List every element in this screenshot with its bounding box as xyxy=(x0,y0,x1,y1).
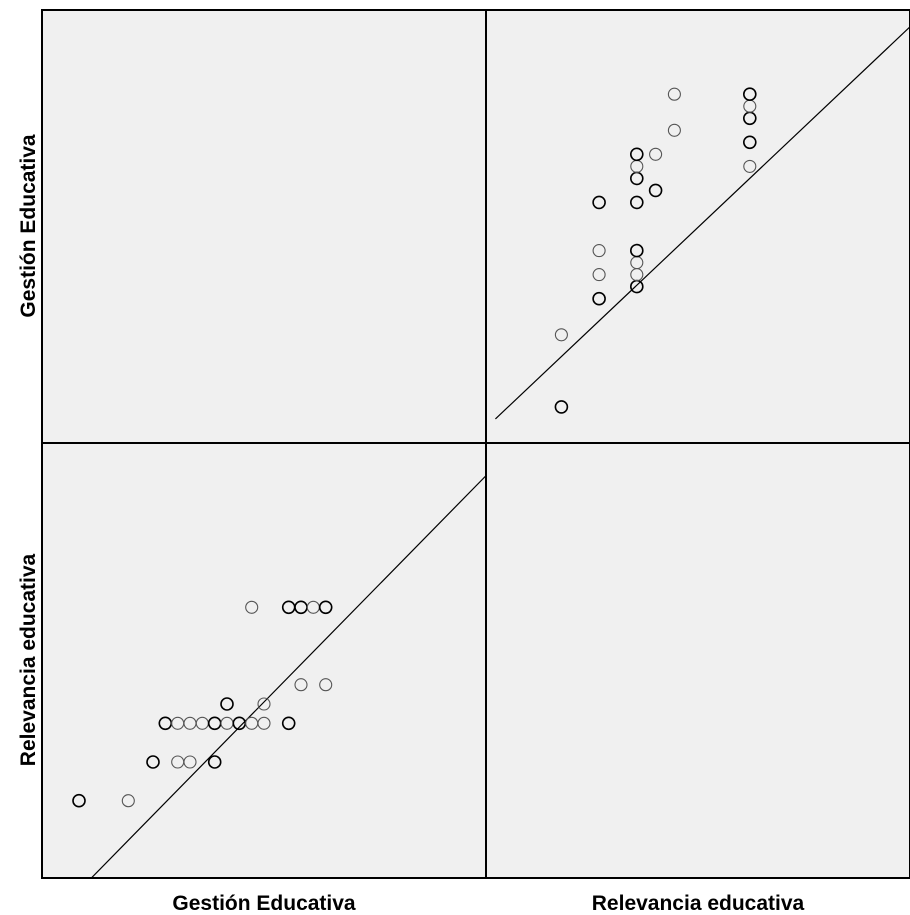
data-point-panel-2-17 xyxy=(220,697,234,711)
column-label-gestion: Gestión Educativa xyxy=(172,892,356,915)
data-point-panel-1-10 xyxy=(629,243,644,258)
data-points xyxy=(72,87,757,808)
data-point-panel-1-6 xyxy=(592,195,606,210)
data-point-panel-1-23 xyxy=(742,87,757,101)
data-point-panel-1-2 xyxy=(554,328,568,342)
data-point-panel-2-15 xyxy=(257,716,271,730)
data-point-panel-2-1 xyxy=(72,793,86,808)
data-point-panel-2-18 xyxy=(257,697,271,711)
data-point-panel-1-3 xyxy=(592,291,606,306)
data-point-panel-1-17 xyxy=(667,123,681,137)
data-point-panel-2-21 xyxy=(245,600,259,614)
data-point-panel-2-16 xyxy=(281,716,296,731)
column-label-relevancia: Relevancia educativa xyxy=(592,892,805,915)
data-point-panel-1-14 xyxy=(629,147,644,162)
data-point-panel-1-16 xyxy=(649,147,663,161)
data-point-panel-1-5 xyxy=(592,244,606,258)
data-point-panel-1-20 xyxy=(742,135,757,150)
data-point-panel-1-4 xyxy=(592,268,606,282)
data-point-panel-2-3 xyxy=(146,755,160,769)
data-point-panel-1-18 xyxy=(667,87,681,101)
data-point-panel-2-5 xyxy=(183,755,197,769)
data-point-panel-1-19 xyxy=(743,159,757,173)
data-point-panel-2-19 xyxy=(294,678,308,692)
data-point-panel-2-2 xyxy=(121,794,135,808)
data-point-panel-2-6 xyxy=(207,755,222,769)
data-point-panel-2-20 xyxy=(319,678,333,692)
data-point-panel-1-1 xyxy=(554,400,569,414)
fit-lines xyxy=(90,26,910,878)
row-label-relevancia: Relevancia educativa xyxy=(17,553,40,766)
data-point-panel-2-25 xyxy=(318,600,333,615)
matrix-frame xyxy=(41,9,910,879)
data-point-panel-1-15 xyxy=(648,183,663,198)
fit-line-panel-1 xyxy=(495,26,910,420)
fit-line-panel-2 xyxy=(90,474,486,878)
data-point-panel-1-11 xyxy=(629,195,644,210)
row-label-gestion: Gestión Educativa xyxy=(17,134,40,318)
